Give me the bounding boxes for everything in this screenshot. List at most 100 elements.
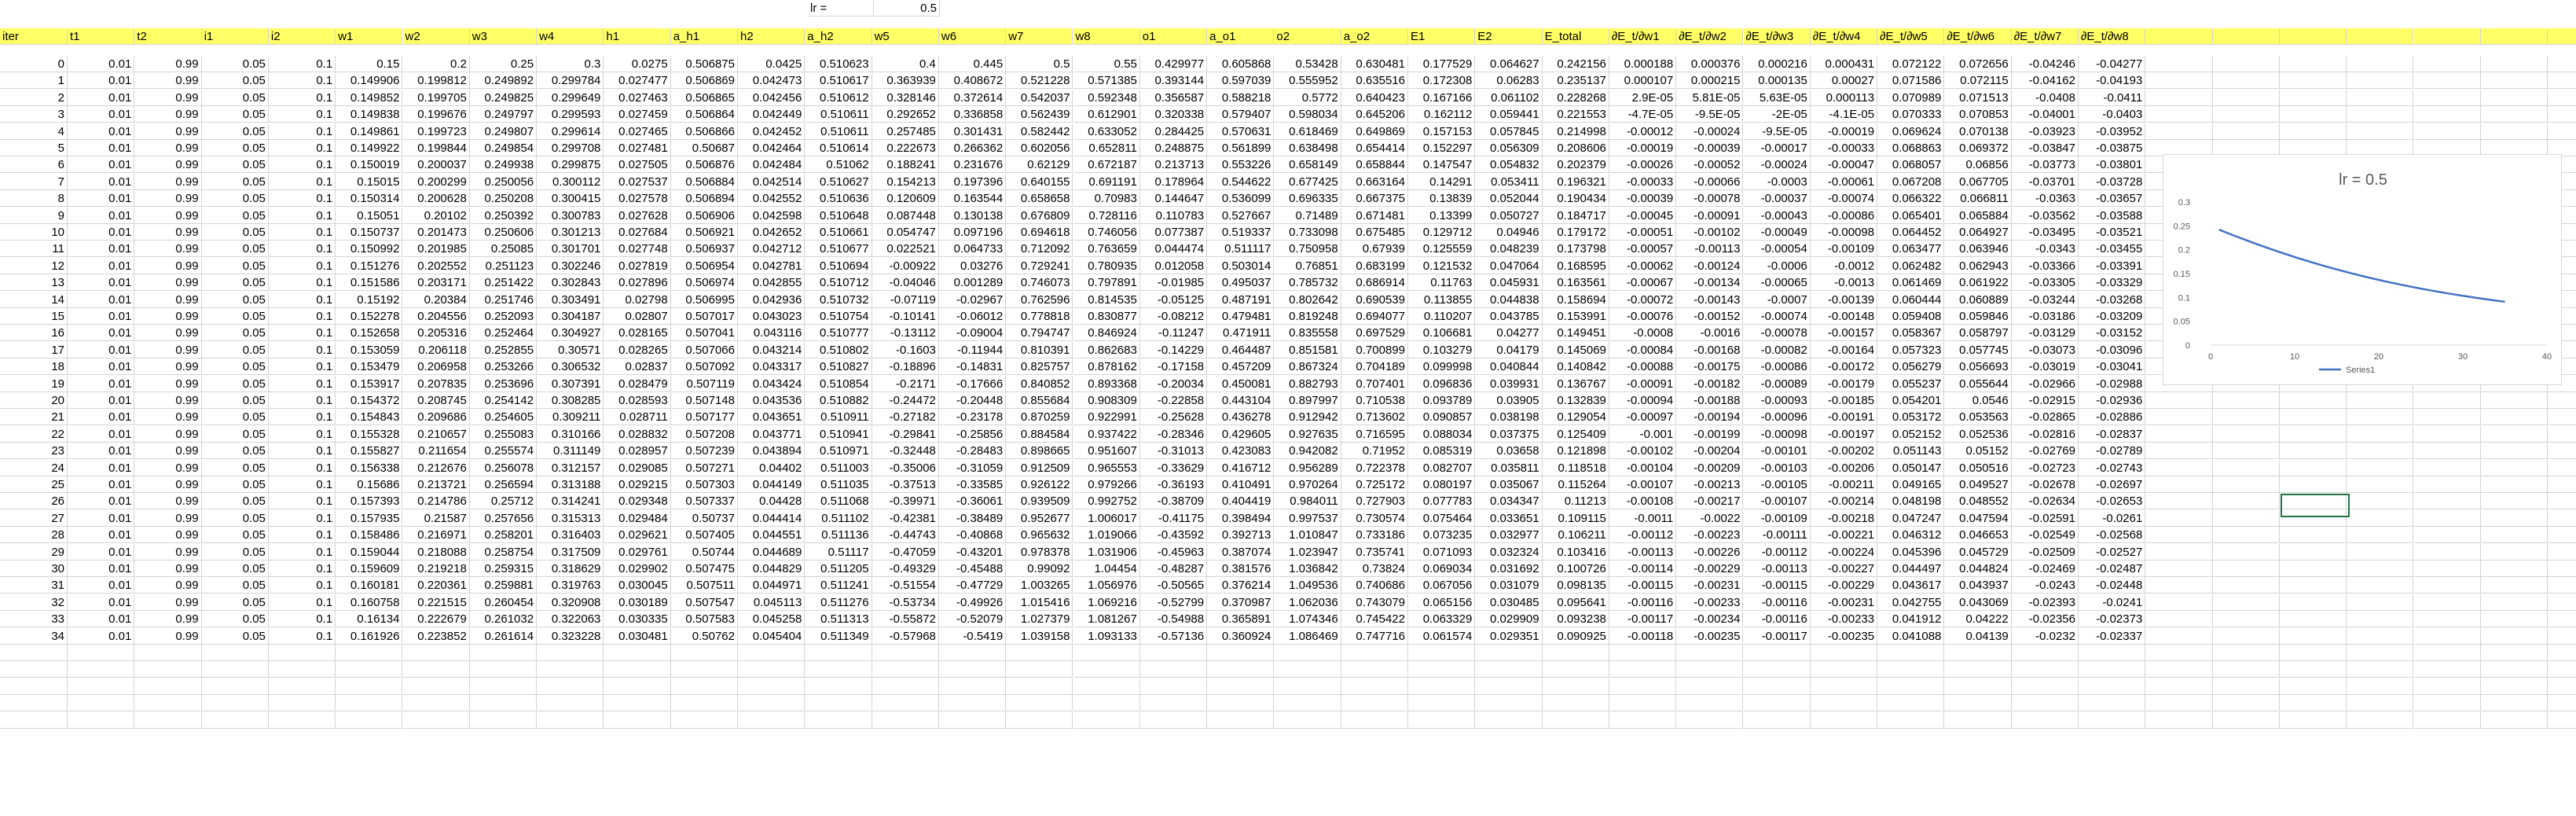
empty-cell[interactable] [2279, 459, 2347, 476]
table-cell[interactable]: 0.228268 [1542, 89, 1609, 106]
table-cell[interactable]: -0.04162 [2011, 72, 2079, 90]
table-cell[interactable]: -0.10141 [872, 308, 939, 325]
empty-cell[interactable] [2480, 56, 2548, 72]
table-cell[interactable]: 0.042652 [738, 224, 805, 241]
table-cell[interactable]: -0.03657 [2079, 190, 2146, 208]
table-cell[interactable]: -0.00139 [1810, 291, 1878, 308]
table-cell[interactable]: 0.671481 [1341, 207, 1408, 224]
table-cell[interactable]: 0.15 [336, 56, 403, 72]
empty-cell[interactable] [2480, 72, 2548, 90]
table-cell[interactable]: 0.05 [201, 241, 269, 258]
empty-cell[interactable] [2413, 678, 2481, 695]
table-cell[interactable]: 0.184717 [1542, 207, 1609, 224]
table-cell[interactable]: 0.14291 [1408, 173, 1476, 190]
empty-cell[interactable] [2480, 509, 2548, 527]
table-cell[interactable]: -0.03152 [2079, 325, 2146, 342]
table-cell[interactable]: 0.151586 [336, 274, 403, 292]
empty-cell[interactable] [2413, 611, 2481, 628]
empty-cell[interactable] [2413, 695, 2481, 712]
table-cell[interactable]: 0.153991 [1542, 308, 1609, 325]
empty-cell[interactable] [738, 678, 805, 695]
table-cell[interactable]: 0.1 [268, 375, 336, 392]
empty-cell[interactable] [1207, 695, 1275, 712]
column-header[interactable]: w5 [872, 28, 939, 45]
table-cell[interactable]: 0.630481 [1341, 56, 1408, 72]
table-cell[interactable]: -0.00209 [1676, 459, 1744, 476]
table-cell[interactable]: 0.099998 [1408, 358, 1476, 376]
empty-cell[interactable] [1944, 711, 2012, 729]
empty-cell[interactable] [1609, 645, 1677, 661]
table-cell[interactable]: -0.00051 [1609, 224, 1677, 241]
empty-cell[interactable] [2212, 527, 2280, 544]
empty-cell[interactable] [805, 678, 872, 695]
table-cell[interactable]: 0.05 [201, 341, 269, 358]
table-cell[interactable]: -0.03773 [2011, 156, 2079, 174]
table-cell[interactable]: 0.231676 [938, 156, 1007, 174]
table-cell[interactable]: -0.02469 [2011, 561, 2079, 577]
table-cell[interactable]: 0.01 [68, 190, 135, 208]
table-cell[interactable]: 0.027628 [604, 207, 671, 224]
table-cell[interactable]: 0.561899 [1207, 140, 1275, 156]
empty-cell[interactable] [938, 695, 1007, 712]
table-cell[interactable]: 0.043785 [1475, 308, 1543, 325]
table-cell[interactable]: 0.01 [68, 308, 135, 325]
empty-cell[interactable] [134, 645, 202, 661]
table-cell[interactable]: 0.042464 [738, 140, 805, 156]
empty-cell[interactable] [1475, 645, 1543, 661]
empty-cell[interactable] [2279, 123, 2347, 140]
empty-cell[interactable] [2279, 661, 2347, 678]
table-cell[interactable]: 0.153917 [336, 375, 403, 392]
empty-cell[interactable] [1139, 661, 1208, 678]
table-cell[interactable]: -0.0003 [1743, 173, 1811, 190]
table-cell[interactable]: -0.11247 [1139, 325, 1208, 342]
empty-cell[interactable] [805, 645, 872, 661]
table-cell[interactable]: 0.254605 [469, 409, 538, 426]
empty-cell[interactable] [1073, 695, 1140, 712]
table-cell[interactable]: 1.023947 [1274, 543, 1341, 561]
table-cell[interactable]: 0.044838 [1475, 291, 1543, 308]
table-cell[interactable]: 0.077387 [1139, 224, 1208, 241]
table-cell[interactable]: 0.01 [68, 476, 135, 493]
table-cell[interactable]: 0.097196 [938, 224, 1007, 241]
table-cell[interactable]: -0.24472 [872, 392, 939, 409]
empty-cell[interactable] [2279, 527, 2347, 544]
table-cell[interactable]: 0.733186 [1341, 527, 1408, 544]
table-cell[interactable]: 0.1 [268, 190, 336, 208]
empty-cell[interactable] [2480, 392, 2548, 409]
table-cell[interactable]: 1.069216 [1073, 594, 1140, 611]
table-cell[interactable]: -0.47059 [872, 543, 939, 561]
table-cell[interactable]: -0.02915 [2011, 392, 2079, 409]
table-cell[interactable]: 0.99 [134, 561, 202, 577]
empty-cell[interactable] [2279, 409, 2347, 426]
table-cell[interactable]: -0.00117 [1743, 627, 1811, 645]
table-cell[interactable]: 0.303491 [537, 291, 604, 308]
table-cell[interactable]: 0.044551 [738, 527, 805, 544]
table-cell[interactable]: 0.054747 [872, 224, 939, 241]
column-header[interactable]: h1 [604, 28, 671, 45]
empty-header-cell[interactable] [2145, 28, 2213, 45]
empty-cell[interactable] [2347, 56, 2414, 72]
table-cell[interactable]: 0.510694 [805, 257, 872, 274]
table-cell[interactable]: 0.507405 [670, 527, 738, 544]
table-cell[interactable]: 0.457209 [1207, 358, 1275, 376]
empty-cell[interactable] [1139, 645, 1208, 661]
empty-cell[interactable] [2548, 594, 2576, 611]
table-cell[interactable]: 0.746073 [1006, 274, 1073, 292]
table-cell[interactable]: 0.536099 [1207, 190, 1275, 208]
table-cell[interactable]: 0.028957 [604, 443, 671, 460]
table-cell[interactable]: 0.707401 [1341, 375, 1408, 392]
table-cell[interactable]: 0.979266 [1073, 476, 1140, 493]
table-cell[interactable]: -0.13112 [872, 325, 939, 342]
empty-cell[interactable] [2145, 678, 2213, 695]
table-cell[interactable]: 0.199723 [402, 123, 470, 140]
table-cell[interactable]: 0.064927 [1944, 224, 2012, 241]
empty-cell[interactable] [2011, 645, 2079, 661]
empty-cell[interactable] [2279, 493, 2347, 510]
empty-cell[interactable] [0, 711, 68, 729]
table-cell[interactable]: -0.0006 [1743, 257, 1811, 274]
table-cell[interactable]: 0.160181 [336, 577, 403, 594]
table-cell[interactable]: 0.365891 [1207, 611, 1275, 628]
empty-cell[interactable] [2279, 645, 2347, 661]
table-cell[interactable]: -0.25628 [1139, 409, 1208, 426]
table-cell[interactable]: 0.360924 [1207, 627, 1275, 645]
